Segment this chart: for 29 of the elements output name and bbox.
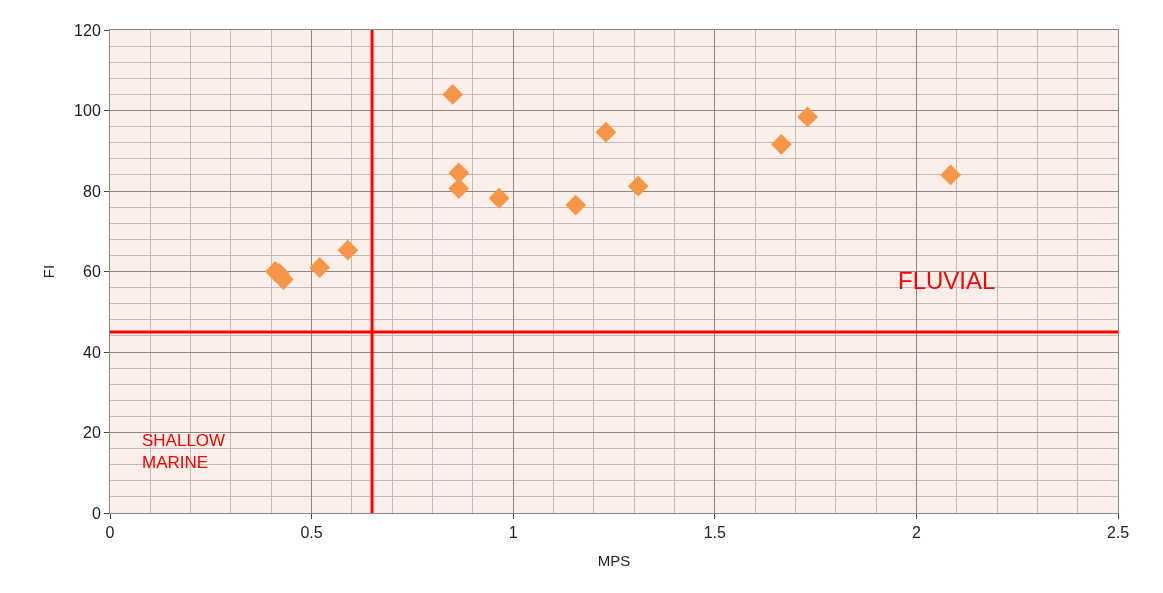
y-tick-label: 100 xyxy=(74,102,101,120)
y-tick-label: 20 xyxy=(83,424,101,442)
point xyxy=(488,187,510,209)
point xyxy=(565,194,587,216)
x-tick-label: 1.5 xyxy=(703,524,727,542)
point xyxy=(627,175,649,197)
y-tick-label: 120 xyxy=(74,21,101,39)
annotation: SHALLOW MARINE xyxy=(142,431,226,473)
y-tick-label: 0 xyxy=(91,504,101,522)
point xyxy=(309,257,331,278)
x-tick-label: 2.5 xyxy=(1106,524,1130,542)
x-tick-label: 1 xyxy=(508,524,518,542)
point xyxy=(797,106,818,128)
y-axis-title: FI xyxy=(40,264,58,279)
x-axis-title: MPS xyxy=(597,552,631,570)
point xyxy=(770,133,792,155)
point xyxy=(595,121,617,143)
point xyxy=(337,239,359,261)
y-tick-label: 40 xyxy=(83,343,101,361)
y-tick-label: 80 xyxy=(83,182,101,200)
point xyxy=(442,84,464,105)
x-tick-label: 0 xyxy=(105,524,115,542)
annotation: FLUVIAL xyxy=(898,267,996,294)
point xyxy=(448,162,470,184)
x-tick-label: 2 xyxy=(911,524,921,542)
point xyxy=(940,164,962,186)
y-tick-label: 60 xyxy=(83,263,101,281)
x-tick-label: 0.5 xyxy=(300,524,323,542)
point xyxy=(448,178,470,199)
